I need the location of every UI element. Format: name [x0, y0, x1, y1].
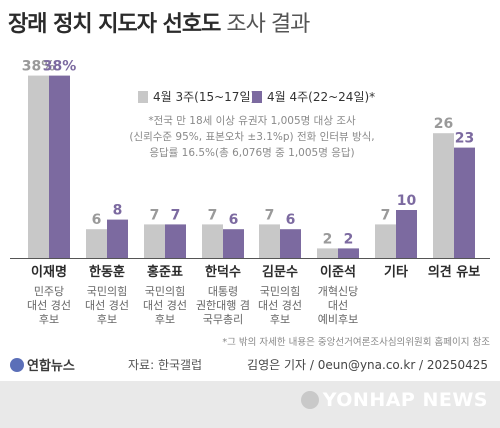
category-note: 대선 경선 [85, 299, 129, 312]
chart-title-main: 장래 정치 지도자 선호도 [8, 12, 221, 37]
category-label: 이재명 [31, 264, 67, 280]
bar-series-2 [338, 248, 359, 258]
category-note: 국민의힘 [87, 285, 127, 298]
bar-series-2 [223, 229, 244, 258]
watermark-icon [300, 391, 319, 409]
bar-series-1 [433, 133, 454, 258]
chart-title: 장래 정치 지도자 선호도 조사 결과 [8, 6, 310, 38]
data-label: 6 [286, 212, 296, 228]
data-label: 7 [381, 207, 391, 223]
data-label: 7 [171, 207, 181, 223]
category-label: 한동훈 [89, 264, 125, 280]
category-note: 대선 경선 [143, 299, 187, 312]
bar-series-1 [28, 75, 49, 258]
data-label: 7 [265, 207, 275, 223]
chart-title-sub: 조사 결과 [226, 12, 310, 37]
legend-label-2: 4월 4주(22~24일)* [267, 90, 376, 104]
bar-series-2 [165, 224, 186, 258]
data-source: 자료: 한국갤럽 [128, 358, 203, 372]
category-note: 권한대행 겸 [196, 299, 250, 312]
survey-note: *전국 만 18세 이상 유권자 1,005명 대상 조사 (신뢰수준 95%,… [112, 113, 392, 161]
category-note: 민주당 [34, 285, 64, 298]
data-label: 7 [208, 207, 218, 223]
survey-note-line: *전국 만 18세 이상 유권자 1,005명 대상 조사 [148, 115, 356, 127]
data-label: 26 [434, 116, 453, 132]
bar-series-2 [107, 219, 128, 258]
category-label: 홍준표 [147, 264, 183, 280]
legend-swatch-2 [252, 91, 262, 103]
category-note: 개혁신당 [318, 285, 358, 298]
yonhap-logo-icon [10, 358, 24, 372]
bar-series-1 [144, 224, 165, 258]
data-label: 6 [229, 212, 239, 228]
legend-item-2: 4월 4주(22~24일)* [252, 88, 375, 105]
data-label: 10 [397, 193, 417, 209]
category-label: 한덕수 [205, 264, 241, 280]
data-label: 2 [344, 231, 354, 247]
data-label: 8 [113, 203, 123, 219]
bar-series-2 [49, 75, 70, 258]
watermark-text: YONHAP NEWS [322, 389, 488, 411]
category-label: 이준석 [320, 264, 356, 280]
bar-series-2 [280, 229, 301, 258]
data-label: 6 [92, 212, 102, 228]
category-note: 대선 경선 [27, 299, 71, 312]
legend-swatch-1 [138, 91, 148, 103]
survey-note-line: 응답률 16.5%(총 6,076명 중 1,005명 응답) [149, 147, 355, 159]
data-label: 38% [22, 59, 56, 75]
category-note: 대선 [328, 299, 348, 312]
data-label: 7 [150, 207, 160, 223]
source-footnote: *그 밖의 자세한 내용은 중앙선거여론조사심의위원회 홈페이지 참조 [222, 337, 490, 348]
yonhap-logo: 연합뉴스 [10, 355, 75, 374]
bar-series-1 [259, 224, 280, 258]
category-note: 국민의힘 [145, 285, 185, 298]
category-note: 후보 [155, 313, 175, 326]
bar-series-1 [375, 224, 396, 258]
yonhap-logo-text: 연합뉴스 [27, 359, 75, 374]
data-label: 23 [455, 131, 474, 147]
bar-series-1 [202, 224, 223, 258]
legend-label-1: 4월 3주(15~17일) [153, 90, 256, 104]
bar-series-1 [86, 229, 107, 258]
category-note: 대선 경선 [258, 299, 302, 312]
bar-series-1 [317, 248, 338, 258]
category-note: 후보 [97, 313, 117, 326]
category-note: 예비후보 [318, 313, 358, 326]
category-note: 국민의힘 [260, 285, 300, 298]
category-label: 의견 유보 [428, 264, 480, 280]
category-label: 김문수 [262, 265, 298, 280]
category-label: 기타 [384, 264, 408, 280]
bar-series-2 [454, 147, 475, 258]
data-label: 38% [43, 59, 77, 75]
data-label: 2 [323, 231, 333, 247]
category-note: 대통령 [208, 285, 238, 298]
survey-note-line: (신뢰수준 95%, 표본오차 ±3.1%p) 전화 인터뷰 방식, [129, 131, 375, 143]
bar-series-2 [396, 210, 417, 258]
reporter-credit: 김영은 기자 / 0eun@yna.co.kr / 20250425 [247, 358, 488, 372]
category-note: 국무총리 [203, 313, 243, 326]
watermark-bar [0, 381, 500, 428]
watermark: YONHAP NEWS [300, 389, 488, 411]
category-note: 후보 [39, 313, 59, 326]
legend-item-1: 4월 3주(15~17일) [138, 88, 255, 105]
category-note: 후보 [270, 313, 290, 326]
